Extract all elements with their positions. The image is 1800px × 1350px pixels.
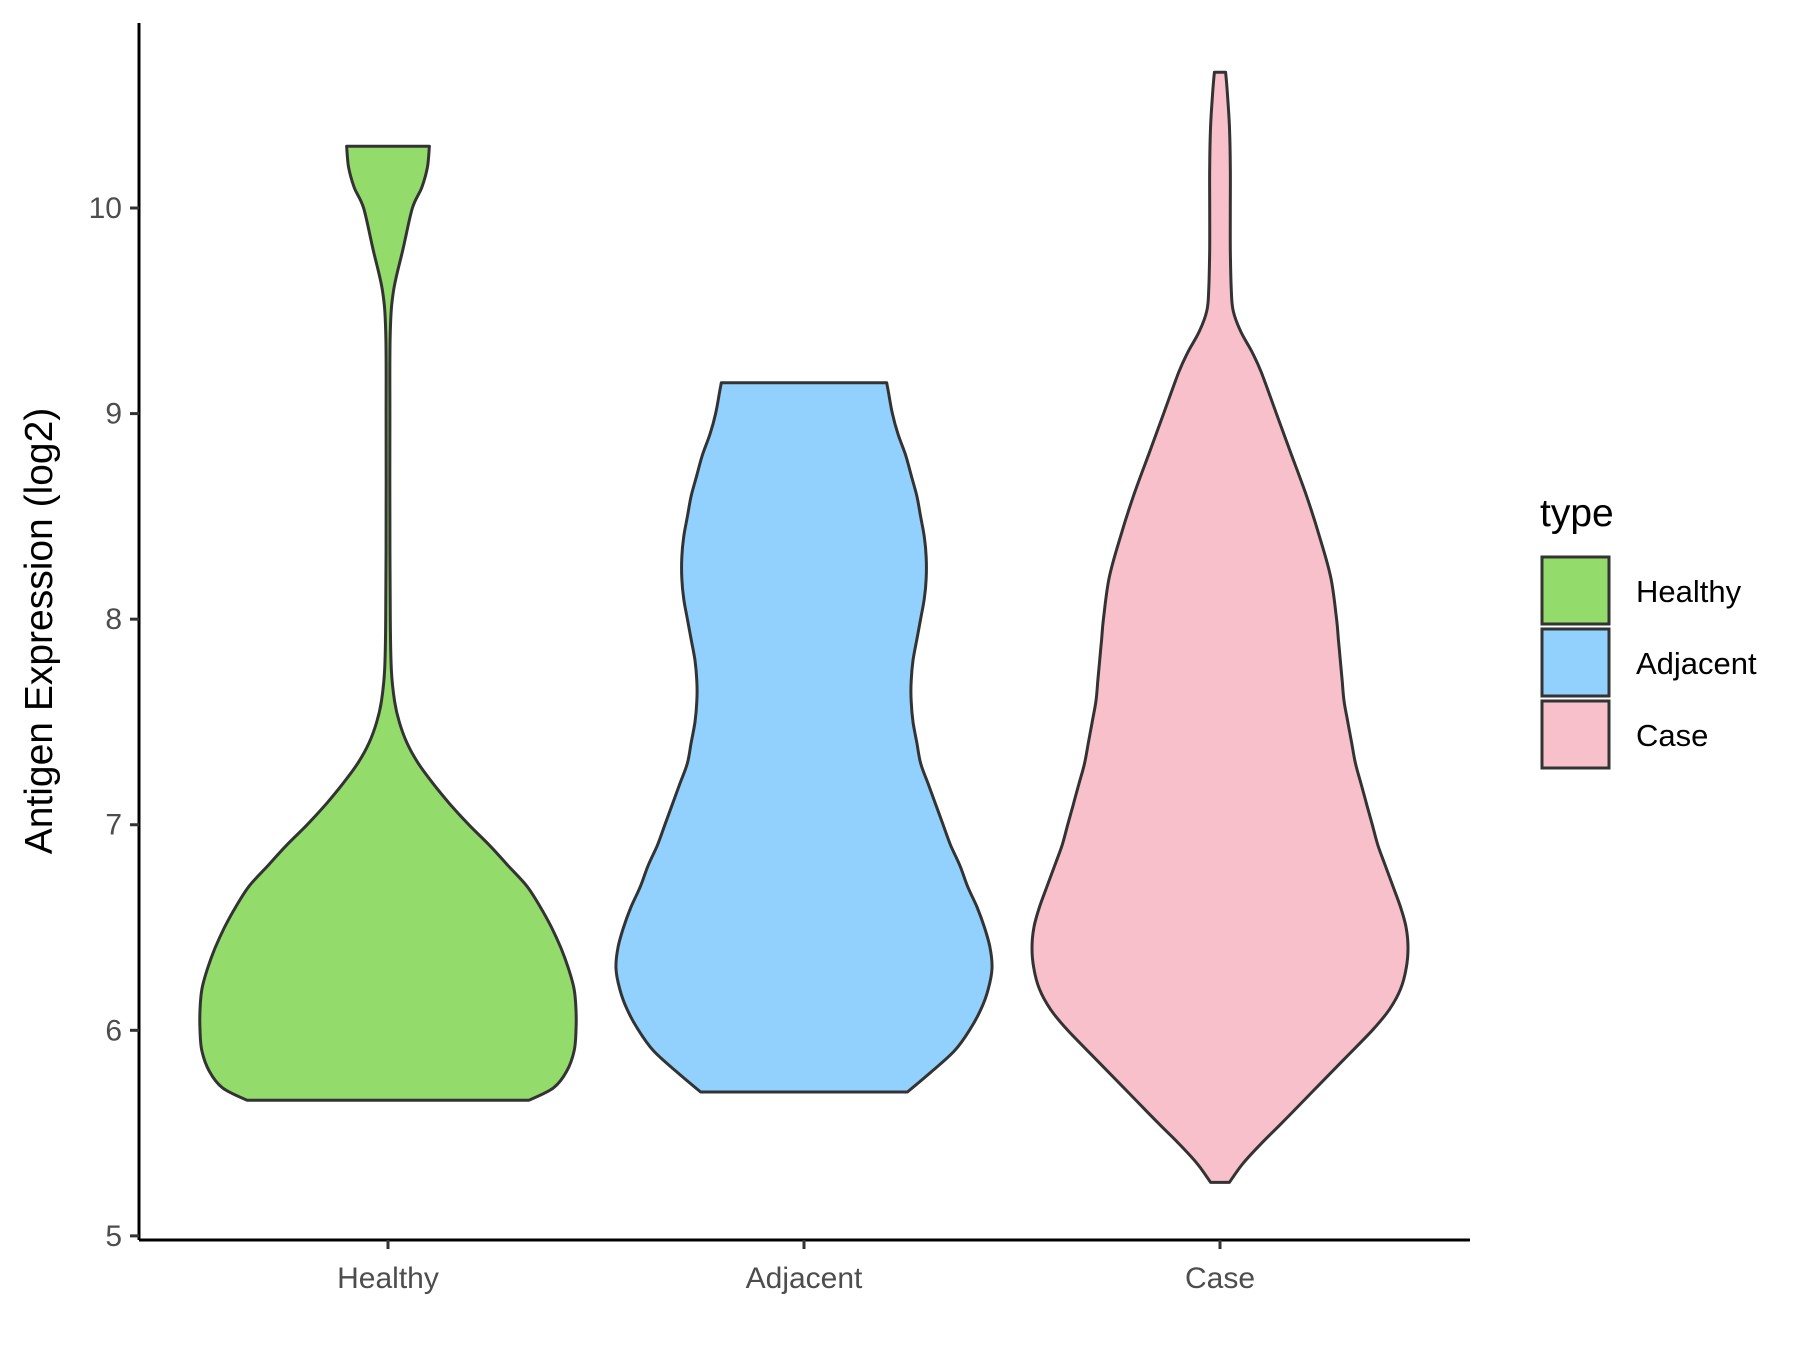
x-tick-label-healthy: Healthy (337, 1262, 439, 1295)
x-tick-group: Healthy Adjacent Case (337, 1240, 1255, 1295)
y-tick-group: 5 6 7 8 9 10 (89, 192, 139, 1253)
legend-items: Healthy Adjacent Case (1540, 555, 1757, 770)
x-tick-label-adjacent: Adjacent (746, 1262, 863, 1295)
legend-label-case: Case (1636, 718, 1708, 753)
y-tick-label: 9 (105, 398, 122, 431)
y-tick-label: 6 (105, 1014, 122, 1047)
y-tick-label: 10 (89, 192, 122, 225)
y-tick-label: 5 (105, 1220, 122, 1253)
legend: type Healthy Adjacent Case (1540, 492, 1757, 770)
x-tick-label-case: Case (1185, 1262, 1255, 1295)
violin-case (1030, 70, 1410, 1184)
legend-key-case (1540, 699, 1611, 770)
legend-title: type (1540, 492, 1614, 535)
y-tick-label: 8 (105, 603, 122, 636)
y-axis-title: Antigen Expression (log2) (18, 408, 61, 855)
legend-key-healthy (1540, 555, 1611, 626)
violin-healthy (198, 144, 578, 1102)
violin-group (198, 70, 1410, 1184)
legend-label-adjacent: Adjacent (1636, 646, 1757, 681)
y-tick-label: 7 (105, 809, 122, 842)
legend-label-healthy: Healthy (1636, 574, 1742, 609)
violin-adjacent (614, 381, 994, 1094)
legend-key-adjacent (1540, 627, 1611, 698)
